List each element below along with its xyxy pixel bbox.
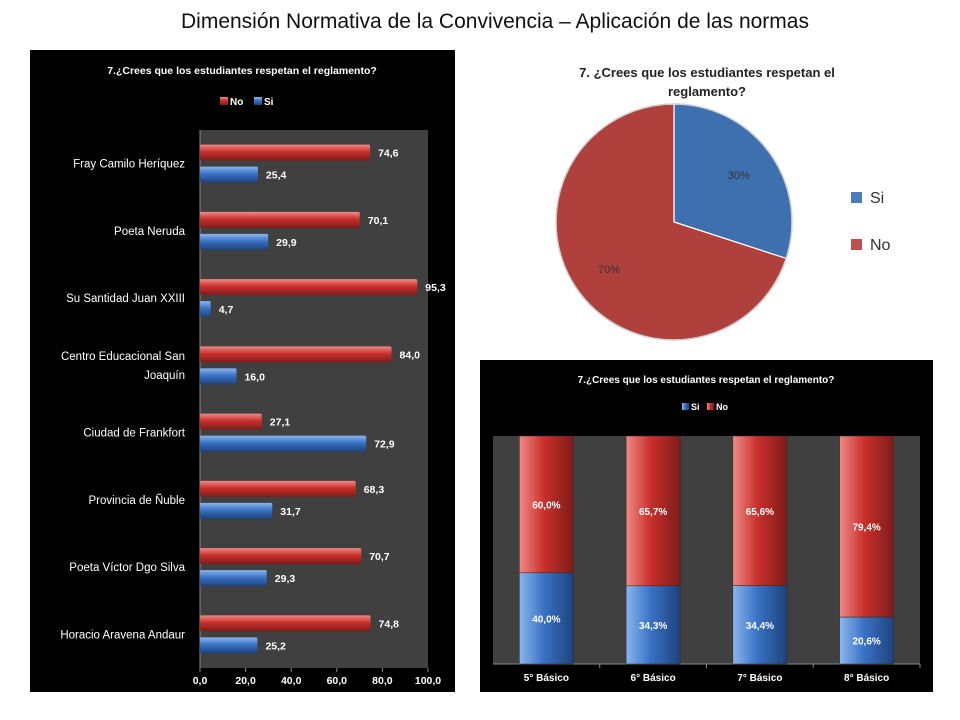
legend-swatch-no bbox=[220, 97, 228, 105]
school-bar-chart: 7.¿Crees que los estudiantes respetan el… bbox=[30, 50, 455, 692]
legend-label-si: Si bbox=[691, 402, 700, 412]
bar-si bbox=[200, 637, 258, 654]
segment-value-label: 65,7% bbox=[639, 507, 667, 518]
segment-value-label: 34,3% bbox=[639, 621, 667, 632]
x-tick-label: 20,0 bbox=[235, 675, 256, 687]
legend-label-no: No bbox=[870, 237, 891, 254]
bar-no bbox=[200, 615, 371, 632]
bar-si bbox=[200, 301, 211, 318]
x-category-label: 7° Básico bbox=[737, 673, 782, 684]
legend-swatch-si bbox=[851, 192, 862, 203]
bar-no bbox=[200, 480, 356, 497]
bar-value-label: 27,1 bbox=[270, 417, 291, 429]
legend: No Si bbox=[220, 97, 274, 108]
plot-area bbox=[200, 130, 428, 668]
page-title: Dimensión Normativa de la Convivencia – … bbox=[181, 10, 809, 33]
segment-value-label: 34,4% bbox=[746, 621, 774, 632]
bar-value-label: 16,0 bbox=[244, 371, 265, 383]
y-category-label: Poeta Neruda bbox=[114, 226, 186, 238]
segment-value-label: 79,4% bbox=[852, 523, 880, 534]
bar-si bbox=[200, 368, 237, 385]
segment-value-label: 65,6% bbox=[746, 507, 774, 518]
bar-no bbox=[200, 413, 262, 430]
pie-slice-label: 70% bbox=[598, 264, 620, 276]
pie-legend: Si No bbox=[851, 190, 891, 254]
bar-value-label: 70,7 bbox=[369, 551, 390, 563]
segment-value-label: 20,6% bbox=[852, 637, 880, 648]
bar-value-label: 95,3 bbox=[425, 282, 446, 294]
y-category-label: Fray Camilo Heríquez bbox=[73, 159, 185, 171]
y-category-label: Ciudad de Frankfort bbox=[83, 428, 185, 440]
x-tick-label: 40,0 bbox=[281, 675, 302, 687]
grade-stacked-chart: 7.¿Crees que los estudiantes respetan el… bbox=[480, 360, 933, 692]
bar-segment-no bbox=[839, 435, 894, 618]
bar-no bbox=[200, 211, 360, 228]
legend-swatch-no bbox=[851, 239, 862, 250]
bar-segment-si bbox=[625, 585, 681, 665]
bar-value-label: 25,2 bbox=[265, 640, 286, 652]
legend-label-si: Si bbox=[870, 190, 884, 207]
bar-value-label: 31,7 bbox=[280, 506, 301, 518]
segment-value-label: 60,0% bbox=[532, 500, 560, 511]
bar-value-label: 29,3 bbox=[275, 573, 296, 585]
bar-segment-si bbox=[839, 616, 894, 665]
chart-title: 7.¿Crees que los estudiantes respetan el… bbox=[107, 65, 377, 77]
bar-segment-no bbox=[625, 435, 681, 587]
bar-value-label: 4,7 bbox=[219, 304, 234, 316]
bar-value-label: 74,6 bbox=[378, 148, 399, 160]
x-category-label: 5° Básico bbox=[524, 673, 569, 684]
bar-value-label: 72,9 bbox=[374, 439, 395, 451]
bar-value-label: 25,4 bbox=[266, 170, 287, 182]
x-category-label: 6° Básico bbox=[631, 673, 676, 684]
bar-value-label: 29,9 bbox=[276, 237, 297, 249]
bar-no bbox=[200, 548, 362, 565]
pie-slice-label: 30% bbox=[728, 170, 750, 182]
y-category-label: Su Santidad Juan XXIII bbox=[66, 293, 185, 305]
bar-value-label: 70,1 bbox=[368, 215, 389, 227]
bar-value-label: 84,0 bbox=[400, 349, 421, 361]
bar-no bbox=[200, 346, 392, 363]
bar-si bbox=[200, 570, 267, 587]
bar-segment-no bbox=[732, 435, 788, 586]
x-tick-label: 60,0 bbox=[327, 675, 348, 687]
bar-si bbox=[200, 166, 258, 183]
y-category-label: Provincia de Ñuble bbox=[88, 494, 185, 507]
bar-segment-no bbox=[519, 435, 574, 574]
x-tick-label: 80,0 bbox=[372, 675, 393, 687]
x-tick-label: 0,0 bbox=[193, 675, 208, 687]
legend-swatch-no bbox=[707, 403, 714, 410]
bar-si bbox=[200, 435, 367, 452]
x-tick-label: 100,0 bbox=[415, 675, 441, 687]
bar-value-label: 74,8 bbox=[379, 618, 400, 630]
bar-segment-si bbox=[519, 572, 574, 665]
bar-si bbox=[200, 502, 273, 519]
bar-no bbox=[200, 144, 371, 161]
bar-value-label: 68,3 bbox=[364, 484, 385, 496]
y-category-label: Centro Educacional San Joaquín bbox=[61, 351, 185, 382]
y-category-label: Horacio Aravena Andaur bbox=[60, 629, 185, 641]
legend-label-no: No bbox=[230, 97, 243, 108]
legend-swatch-si bbox=[254, 97, 262, 105]
bar-si bbox=[200, 233, 269, 250]
legend: Si No bbox=[682, 402, 728, 412]
pie-outline bbox=[555, 103, 793, 341]
x-category-label: 8° Básico bbox=[844, 673, 889, 684]
pie-title-line-1: 7. ¿Crees que los estudiantes respetan e… bbox=[579, 65, 835, 80]
chart-title: 7.¿Crees que los estudiantes respetan el… bbox=[578, 375, 835, 386]
bar-segment-si bbox=[732, 585, 788, 665]
segment-value-label: 40,0% bbox=[532, 614, 560, 625]
legend-label-si: Si bbox=[264, 97, 274, 108]
y-category-label: Poeta Víctor Dgo Silva bbox=[69, 562, 185, 574]
bar-no bbox=[200, 279, 418, 296]
pie-title-line-2: reglamento? bbox=[668, 84, 746, 99]
pie-chart: 7. ¿Crees que los estudiantes respetan e… bbox=[555, 65, 891, 341]
legend-swatch-si bbox=[682, 403, 689, 410]
legend-label-no: No bbox=[716, 402, 728, 412]
